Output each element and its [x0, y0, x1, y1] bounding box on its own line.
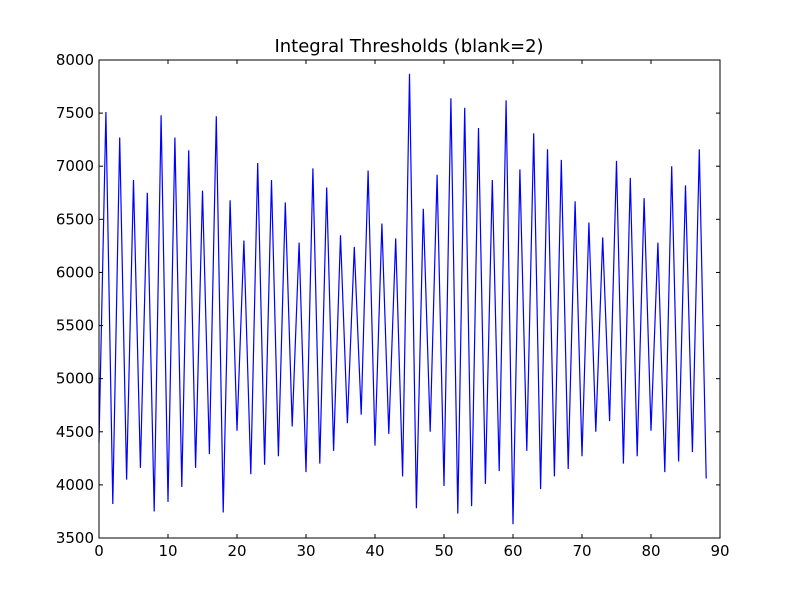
x-tick-label: 0 [94, 542, 104, 560]
x-tick-label: 60 [503, 542, 522, 560]
y-tick-label: 4000 [56, 476, 94, 494]
series-layer [98, 73, 707, 525]
chart-title: Integral Thresholds (blank=2) [274, 36, 543, 57]
x-tick-label: 90 [710, 542, 729, 560]
x-tick-label: 20 [227, 542, 246, 560]
y-tick-label: 6000 [56, 263, 94, 281]
series-line-0 [98, 73, 707, 525]
y-tick-label: 3500 [56, 529, 94, 547]
axis-ticks: 0 10 20 30 40 50 60 70 80 90 3500 4000 4500 5000 5500 6… [56, 51, 730, 560]
x-tick-label: 80 [641, 542, 660, 560]
y-tick-label: 5500 [56, 317, 94, 335]
y-tick-label: 8000 [56, 51, 94, 69]
x-tick-label: 10 [158, 542, 177, 560]
y-tick-label: 7500 [56, 104, 94, 122]
y-tick-label: 4500 [56, 423, 94, 441]
x-tick-label: 30 [296, 542, 315, 560]
x-tick-label: 70 [572, 542, 591, 560]
y-tick-label: 6500 [56, 210, 94, 228]
x-tick-label: 50 [434, 542, 453, 560]
plot-area-frame [98, 59, 721, 539]
y-tick-label: 7000 [56, 157, 94, 175]
y-tick-label: 5000 [56, 370, 94, 388]
x-tick-label: 40 [365, 542, 384, 560]
